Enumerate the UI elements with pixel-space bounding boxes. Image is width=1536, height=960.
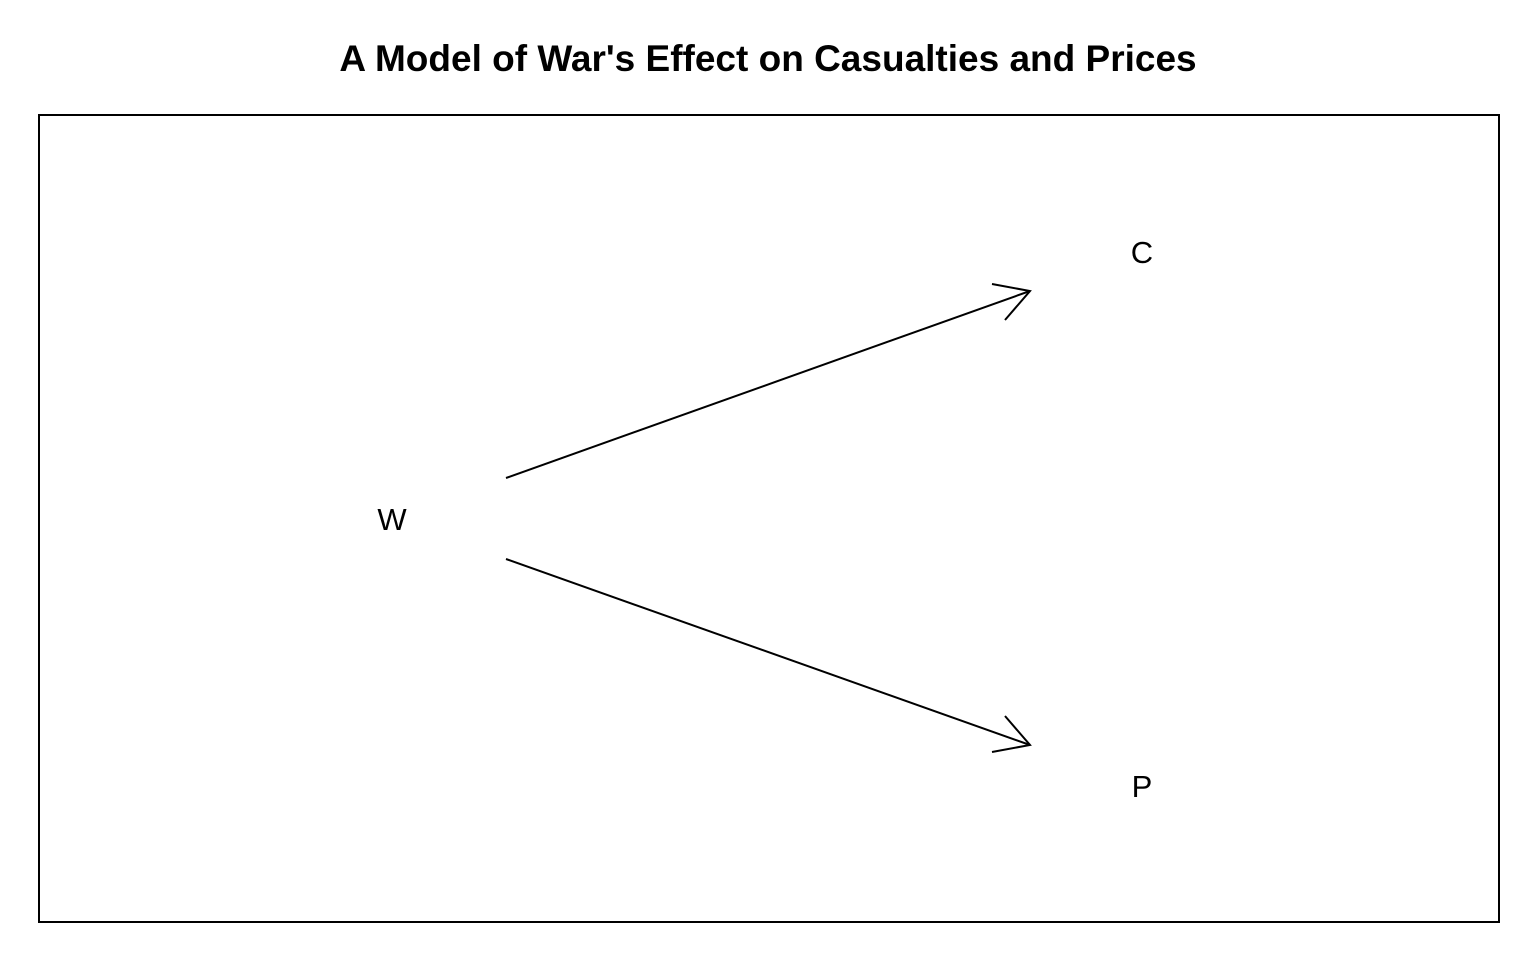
node-casualties-label: C	[1130, 235, 1154, 270]
node-war-label: W	[377, 502, 407, 537]
node-prices-label: P	[1131, 769, 1153, 804]
edge-war-to-casualties	[505, 283, 1032, 479]
edge-war-to-prices	[505, 558, 1032, 753]
page-title: A Model of War's Effect on Casualties an…	[339, 38, 1197, 79]
plot-frame	[38, 114, 1500, 923]
